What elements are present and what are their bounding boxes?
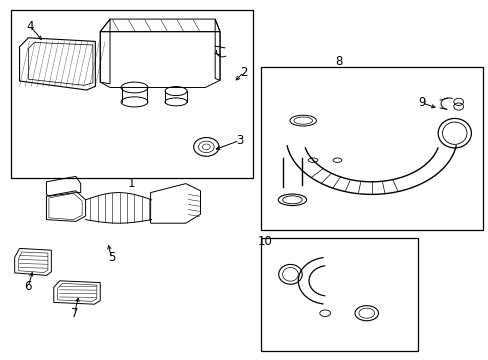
Bar — [260, 238, 417, 351]
Text: 7: 7 — [70, 307, 78, 320]
Bar — [260, 67, 482, 230]
Text: 6: 6 — [24, 280, 32, 293]
Text: 9: 9 — [417, 96, 425, 109]
Text: 2: 2 — [239, 66, 247, 78]
Bar — [11, 10, 253, 178]
Text: 5: 5 — [107, 251, 115, 264]
Text: 1: 1 — [127, 177, 135, 190]
Text: 10: 10 — [257, 235, 272, 248]
Text: 4: 4 — [26, 20, 34, 33]
Text: 8: 8 — [334, 55, 342, 68]
Text: 3: 3 — [235, 134, 243, 147]
